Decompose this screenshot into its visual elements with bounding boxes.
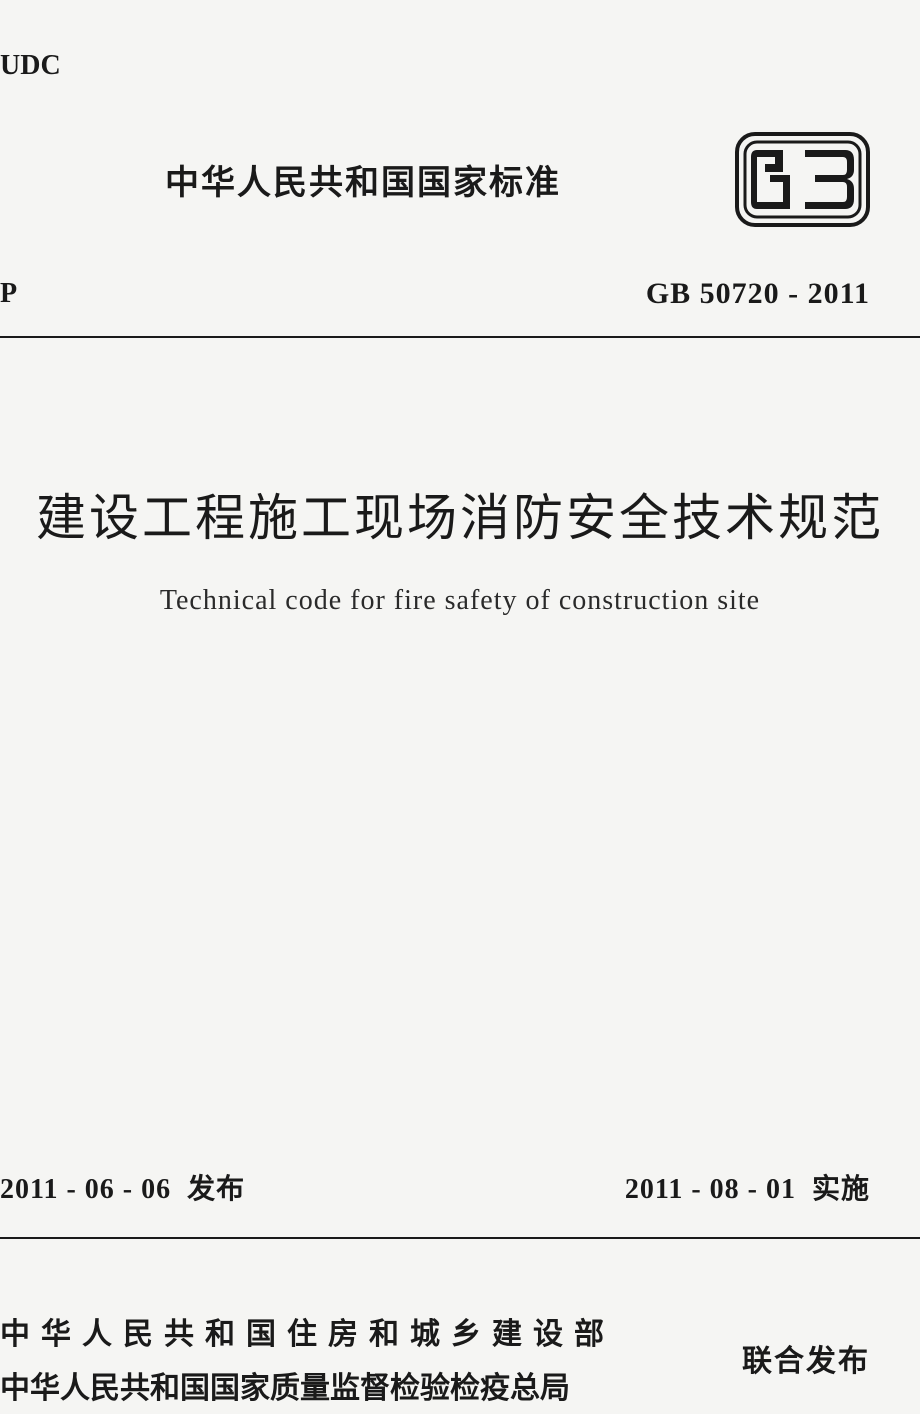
issuers-left: 中华人民共和国住房和城乡建设部 中华人民共和国国家质量监督检验检疫总局 [0,1309,615,1407]
udc-label: UDC [0,50,920,82]
publish-label: 发布 [187,1174,245,1205]
p-label: P [0,278,17,310]
national-standard-text: 中华人民共和国国家标准 [165,155,561,204]
gb-logo-icon [735,132,870,227]
effective-label: 实施 [812,1174,870,1205]
title-section: 建设工程施工现场消防安全技术规范 Technical code for fire… [0,478,920,617]
publish-date-value: 2011 - 06 - 06 [0,1174,171,1205]
issuers-row: 中华人民共和国住房和城乡建设部 中华人民共和国国家质量监督检验检疫总局 联合发布 [0,1309,920,1407]
bottom-divider [0,1237,920,1239]
dates-row: 2011 - 06 - 06 发布 2011 - 08 - 01 实施 [0,1167,920,1207]
effective-date-value: 2011 - 08 - 01 [625,1174,796,1205]
publish-date: 2011 - 06 - 06 发布 [0,1167,245,1207]
top-divider [0,336,920,338]
gb-code: GB 50720 - 2011 [646,277,870,311]
issuer-line-1: 中华人民共和国住房和城乡建设部 [0,1309,615,1353]
issuer-line-2: 中华人民共和国国家质量监督检验检疫总局 [0,1363,615,1407]
code-row: P GB 50720 - 2011 [0,277,920,311]
main-title: 建设工程施工现场消防安全技术规范 [20,478,900,550]
joint-issue-label: 联合发布 [742,1336,870,1380]
document-page: UDC 中华人民共和国国家标准 P GB 50720 - 2011 建设工程施工… [0,0,920,1414]
header-row: 中华人民共和国国家标准 [0,132,920,227]
effective-date: 2011 - 08 - 01 实施 [625,1167,870,1207]
subtitle: Technical code for fire safety of constr… [20,585,900,617]
